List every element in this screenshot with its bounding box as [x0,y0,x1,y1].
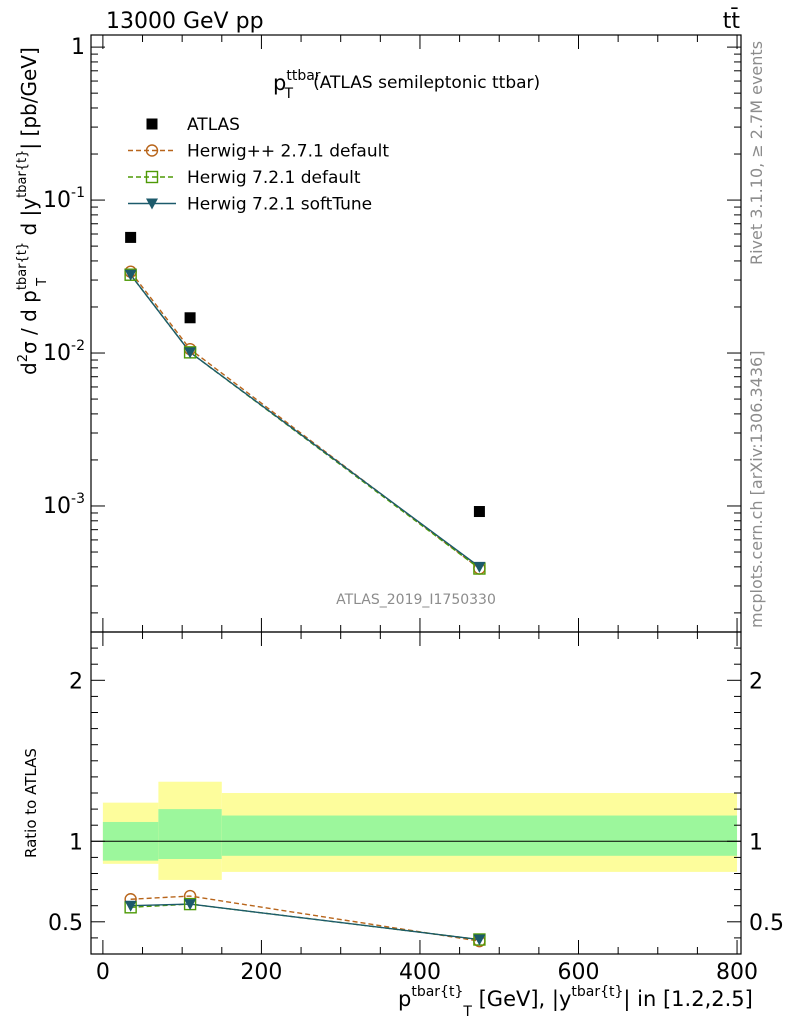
main-ylabel: d2σ / d ptbar{t} T d |ytbar{t}| [pb/GeV] [15,47,50,375]
ratio-ytick-label: 2 [69,669,83,694]
ratio-xtick-label: 200 [240,960,282,985]
ratio-ytick-label: 1 [69,830,83,855]
header-left: 13000 GeV pp [106,9,264,34]
main-line-herwig-2-7-1-default [130,271,480,570]
ratio-band-stat [221,815,738,856]
legend-label-atlas: ATLAS [187,115,240,135]
legend-marker-atlas [146,118,158,130]
ratio-line-herwig-7-2-1-default [130,903,480,941]
main-ytick-label: 10-3 [43,491,85,519]
ratio-xtick-label: 600 [558,960,600,985]
ratio-ytick-label-right: 1 [749,830,763,855]
ratio-band-stat [158,809,222,860]
main-plot: 1 10-1 10-2 10-3 pttbar T(ATLAS semileptonic… [15,34,742,633]
main-ytick-label: 1 [71,35,85,60]
legend-label-herwig-2-7-1-default: Herwig++ 2.7.1 default [187,142,389,162]
main-ytick-label: 10-2 [43,338,85,366]
ratio-ylabel: Ratio to ATLAS [22,748,40,858]
legend-marker-herwig-2-7-1-default [145,144,159,157]
watermark: ATLAS_2019_I1750330 [336,592,496,608]
ratio-ytick-label: 0.5 [48,911,83,936]
main-point-atlas [125,231,137,243]
legend-marker-herwig-7-2-1-default [145,170,159,184]
ratio-xtick-label: 400 [399,960,441,985]
ratio-ytick-label-right: 0.5 [749,911,784,936]
main-line-herwig-7-2-1-softtune [130,274,480,568]
main-point-herwig-7-2-1-softtune [473,561,486,573]
main-line-herwig-7-2-1-default [130,274,480,570]
legend-label-herwig-7-2-1-default: Herwig 7.2.1 default [187,168,361,188]
rivet-label: Rivet 3.1.10, ≥ 2.7M events [747,41,766,265]
ratio-ytick-label-right: 2 [749,669,763,694]
main-point-herwig-7-2-1-softtune [184,347,197,359]
main-ytick-label: 10-1 [43,185,85,213]
ratio-xtick-label: 800 [716,960,758,985]
ratio-xlabel: ptbar{t}T [GeV], |ytbar{t}| in [1.2,2.5] [398,984,753,1020]
main-point-atlas [184,312,196,324]
legend-label-herwig-7-2-1-softtune: Herwig 7.2.1 softTune [187,195,372,215]
mcplots-label: mcplots.cern.ch [arXiv:1306.3436] [747,351,766,628]
ratio-point-herwig-7-2-1-softtune [124,900,137,912]
legend: ATLAS Herwig++ 2.7.1 default Herwig 7.2.1 … [128,115,389,215]
ratio-line-herwig-2-7-1-default [130,895,480,942]
ratio-point-herwig-7-2-1-softtune [184,899,197,911]
main-point-herwig-7-2-1-softtune [124,269,137,281]
ratio-xtick-label: 0 [96,960,110,985]
main-title: pttbar T(ATLAS semileptonic ttbar) [273,68,540,102]
ratio-point-herwig-7-2-1-softtune [473,934,486,946]
legend-marker-herwig-7-2-1-softtune [146,198,158,210]
ratio-line-herwig-7-2-1-softtune [130,903,480,941]
main-point-atlas [473,506,485,518]
header-right: tt̄ [723,8,741,34]
ratio-plot: 2 2 1 1 0.5 0.5 0 200 400 600 800 Ratio to ATLAS p… [22,631,784,1020]
